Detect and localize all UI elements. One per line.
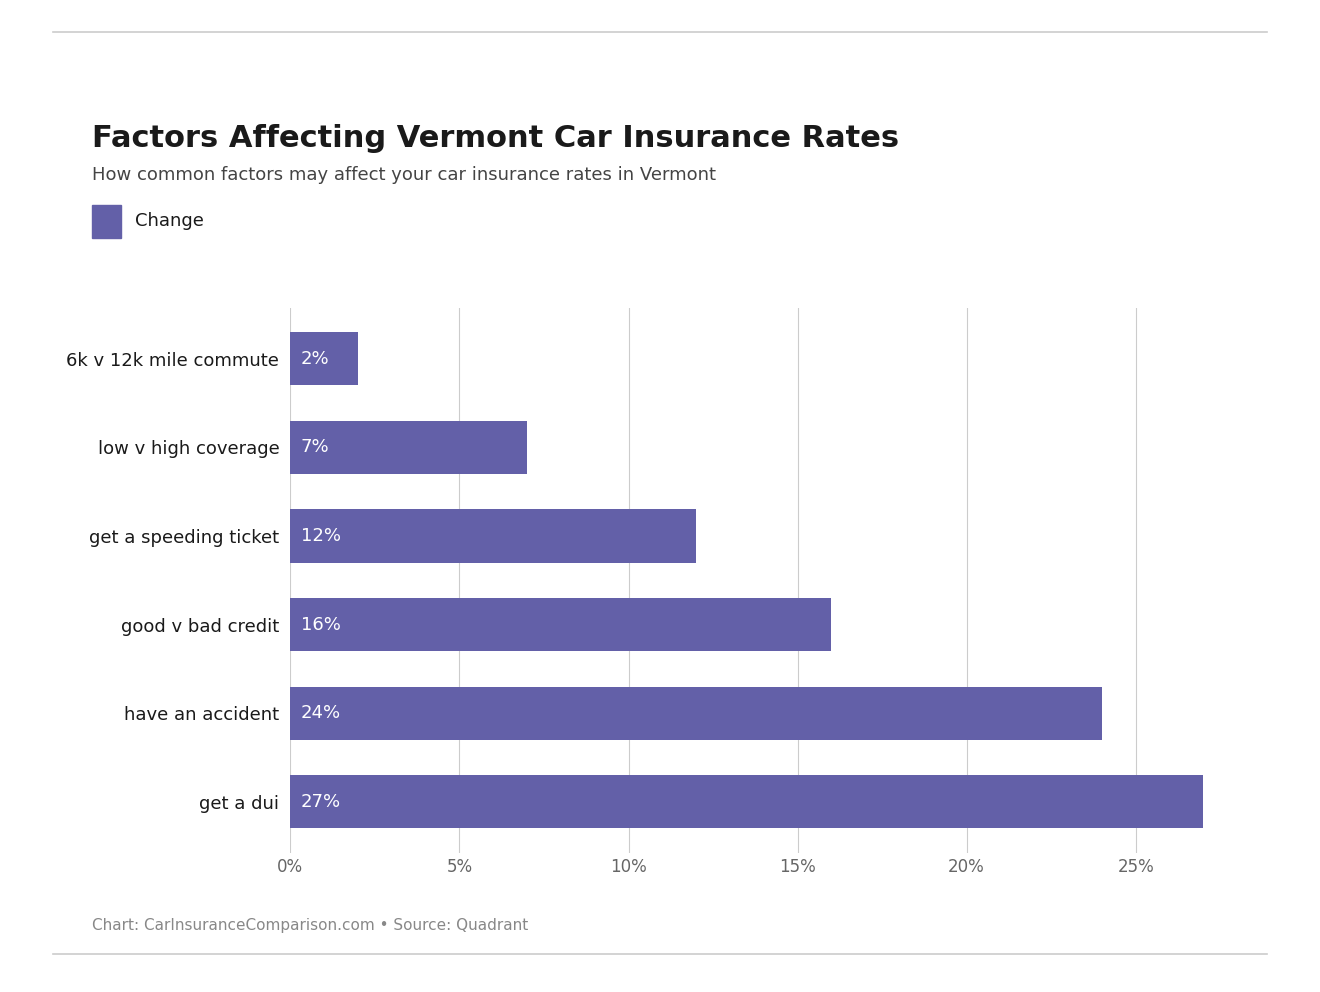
Text: 24%: 24% [301,704,341,722]
Text: 27%: 27% [301,793,341,810]
Bar [290,686,1102,740]
Bar [290,598,832,651]
Text: Factors Affecting Vermont Car Insurance Rates: Factors Affecting Vermont Car Insurance … [92,124,899,153]
Text: 12%: 12% [301,527,341,545]
Text: Chart: CarInsuranceComparison.com • Source: Quadrant: Chart: CarInsuranceComparison.com • Sour… [92,918,528,932]
Text: 2%: 2% [301,350,329,368]
Bar [290,421,527,474]
Text: How common factors may affect your car insurance rates in Vermont: How common factors may affect your car i… [92,166,717,184]
Bar [290,510,696,562]
Bar [290,332,358,386]
Text: 16%: 16% [301,616,341,634]
Text: 7%: 7% [301,438,329,456]
Text: Change: Change [135,212,203,230]
Bar [290,775,1204,828]
